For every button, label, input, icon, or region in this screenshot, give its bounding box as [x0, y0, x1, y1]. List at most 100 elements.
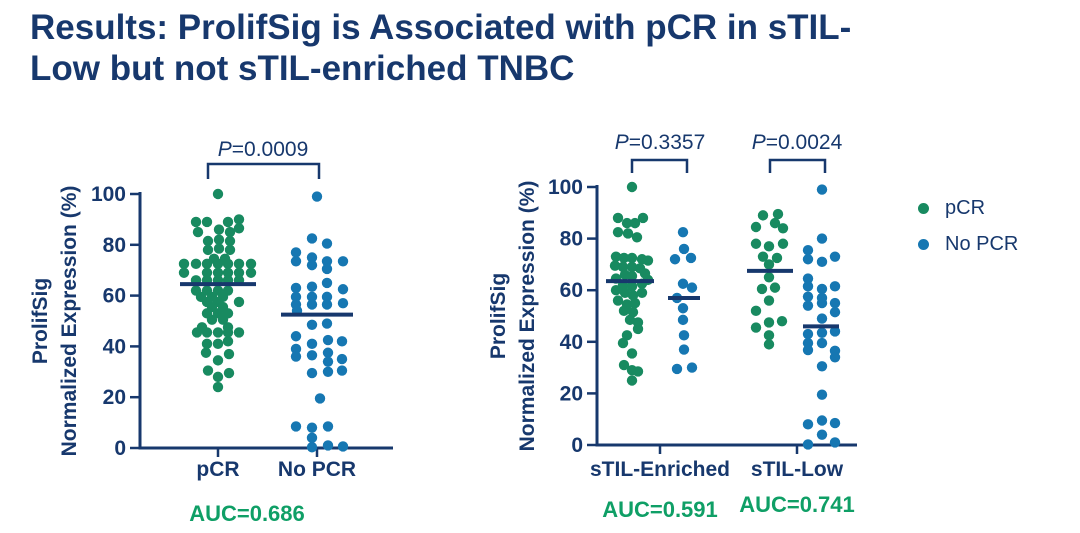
data-point [223, 348, 235, 360]
data-point [802, 300, 814, 311]
data-point [233, 214, 245, 225]
data-point [612, 212, 624, 224]
data-point [322, 356, 334, 367]
data-point [190, 216, 202, 228]
data-point [306, 233, 318, 244]
y-tick-label: 0 [571, 434, 583, 457]
data-point [306, 319, 318, 331]
data-point [678, 344, 690, 355]
title-line-1: Results: ProlifSig is Associated with pC… [30, 8, 852, 47]
data-point [829, 251, 841, 262]
data-point [290, 247, 302, 258]
data-point [337, 284, 349, 295]
data-point [306, 350, 318, 361]
data-point [212, 338, 224, 350]
data-point [636, 287, 648, 298]
data-point [201, 216, 213, 228]
data-point [245, 258, 257, 270]
cluster-no-pcr [281, 191, 353, 453]
data-point [626, 375, 638, 386]
data-point [750, 305, 762, 317]
cluster-no-pcr [802, 184, 841, 450]
pcr-legend-dot-icon [918, 202, 929, 214]
data-point [816, 389, 828, 400]
data-point [816, 184, 828, 195]
data-point [629, 297, 641, 309]
data-point [816, 313, 828, 324]
data-point [290, 421, 302, 432]
data-point [233, 223, 245, 234]
data-point [314, 393, 326, 404]
data-point [626, 270, 638, 282]
data-point [829, 306, 841, 318]
data-point [829, 437, 841, 448]
no-pcr-legend-dot-icon [918, 238, 929, 250]
data-point [610, 285, 622, 296]
y-tick-label: 100 [548, 176, 583, 199]
data-point [637, 212, 649, 224]
data-point [200, 347, 212, 358]
data-point [212, 381, 224, 393]
data-point [321, 291, 333, 303]
data-point [191, 327, 203, 338]
data-point [306, 338, 318, 350]
data-point [802, 291, 814, 302]
data-point [306, 291, 318, 303]
data-point [222, 327, 234, 338]
data-point [212, 327, 224, 338]
data-point [622, 228, 634, 239]
data-point [178, 258, 190, 270]
data-point [612, 295, 624, 306]
data-point [337, 256, 349, 267]
data-point [621, 217, 633, 229]
y-axis-label: Normalized Expression (%) [516, 181, 539, 452]
data-point [233, 267, 245, 278]
data-point [763, 339, 775, 350]
data-point [337, 298, 349, 309]
data-point [816, 233, 828, 244]
data-point [311, 191, 323, 202]
data-point [769, 282, 781, 293]
left-dot-plot: 0 20 40 60 80 100 ProlifSig Normalized Expressi… [30, 138, 393, 526]
data-point [619, 287, 631, 298]
data-point [632, 323, 644, 335]
data-point [618, 305, 630, 317]
data-point [202, 244, 214, 256]
data-point [677, 314, 689, 326]
data-point [306, 299, 318, 310]
y-tick-label: 80 [560, 228, 583, 251]
data-point [190, 258, 202, 270]
data-point [685, 252, 697, 264]
x-axis: pCR No PCR [139, 446, 393, 481]
data-point [769, 217, 781, 229]
data-point [626, 252, 638, 264]
title-line-2: Low but not sTIL-enriched TNBC [30, 48, 575, 88]
significance-bracket: P=0.0024 [752, 131, 843, 173]
significance-bracket: P=0.3357 [615, 131, 705, 173]
data-point [245, 267, 257, 278]
data-point [321, 238, 333, 249]
data-point [816, 337, 828, 349]
y-axis-label: ProlifSig [490, 273, 510, 359]
data-point [321, 318, 333, 329]
y-axis-label: Normalized Expression (%) [58, 186, 81, 457]
y-tick-label: 20 [560, 382, 583, 405]
data-point [771, 252, 783, 264]
data-point [829, 417, 841, 429]
data-point [223, 367, 235, 379]
legend-label-pcr: pCR [945, 196, 986, 219]
data-point [629, 217, 641, 229]
data-point [756, 283, 768, 295]
data-point [763, 295, 775, 306]
y-tick-label: 40 [103, 335, 126, 358]
data-point [213, 224, 225, 235]
data-point [757, 210, 769, 221]
data-point [612, 226, 624, 238]
data-point [677, 278, 689, 289]
data-point [306, 252, 318, 263]
x-category-label: No PCR [278, 458, 356, 481]
data-point [212, 188, 224, 200]
right-dot-plot: 0 20 40 60 80 100 ProlifSig Normalized Expressi… [490, 131, 857, 522]
y-tick-label: 80 [103, 234, 126, 257]
data-point [816, 361, 828, 372]
